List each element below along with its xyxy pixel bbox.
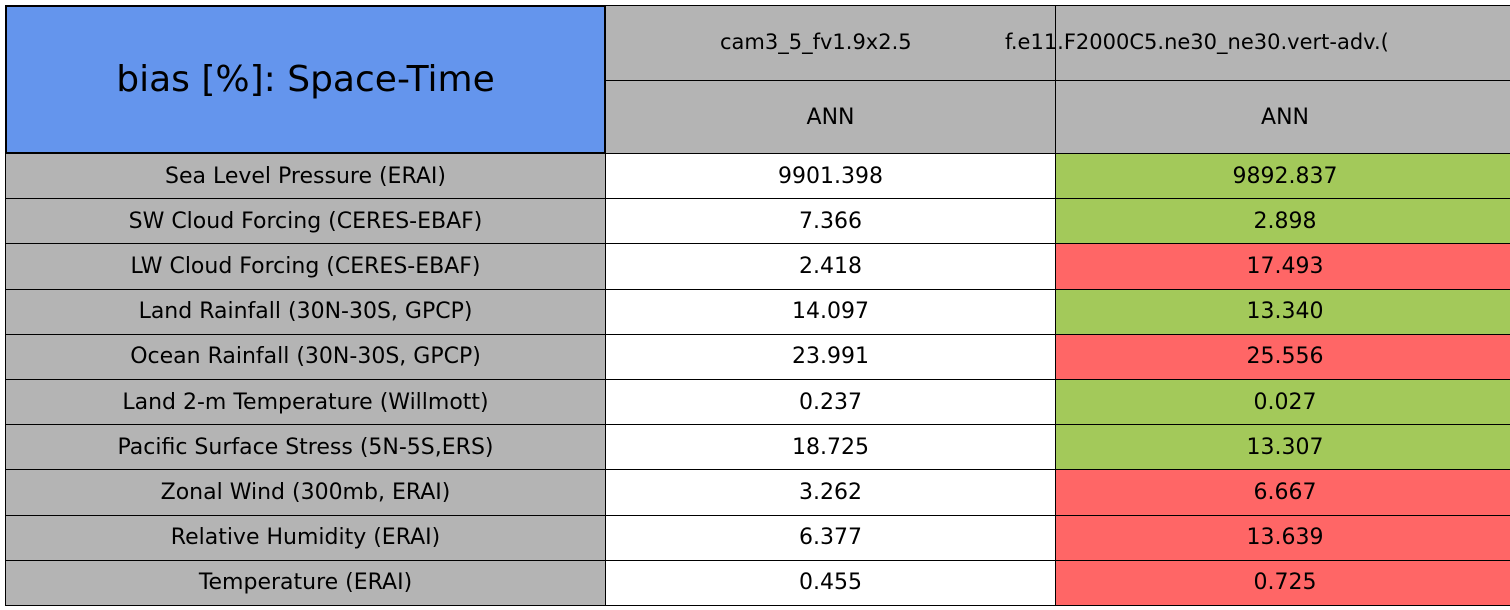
value-cell: 3.262 <box>605 469 1056 516</box>
column-divider <box>1055 5 1056 153</box>
value-cell: 0.725 <box>1055 559 1510 606</box>
value-cell: 23.991 <box>605 333 1056 380</box>
row-label: Relative Humidity (ERAI) <box>5 514 606 561</box>
value-cell: 14.097 <box>605 288 1056 335</box>
value-cell: 0.027 <box>1055 379 1510 426</box>
row-label: Pacific Surface Stress (5N-5S,ERS) <box>5 424 606 471</box>
value-cell: 6.667 <box>1055 469 1510 516</box>
row-label: Temperature (ERAI) <box>5 559 606 606</box>
value-cell: 17.493 <box>1055 243 1510 290</box>
value-cell: 2.898 <box>1055 198 1510 245</box>
column-header: f.e11.F2000C5.ne30_ne30.vert-adv.( <box>1005 30 1389 54</box>
value-cell: 9901.398 <box>605 153 1056 200</box>
value-cell: 13.307 <box>1055 424 1510 471</box>
value-cell: 13.340 <box>1055 288 1510 335</box>
value-cell: 9892.837 <box>1055 153 1510 200</box>
column-header: cam3_5_fv1.9x2.5 <box>720 30 912 54</box>
row-label: SW Cloud Forcing (CERES-EBAF) <box>5 198 606 245</box>
value-cell: 18.725 <box>605 424 1056 471</box>
value-cell: 6.377 <box>605 514 1056 561</box>
value-cell: 0.455 <box>605 559 1056 606</box>
column-header-cell <box>605 5 1056 81</box>
row-label: Sea Level Pressure (ERAI) <box>5 153 606 200</box>
row-label: LW Cloud Forcing (CERES-EBAF) <box>5 243 606 290</box>
value-cell: 0.237 <box>605 379 1056 426</box>
season-header: ANN <box>1055 80 1510 154</box>
value-cell: 7.366 <box>605 198 1056 245</box>
row-label: Ocean Rainfall (30N-30S, GPCP) <box>5 333 606 380</box>
value-cell: 13.639 <box>1055 514 1510 561</box>
row-label: Zonal Wind (300mb, ERAI) <box>5 469 606 516</box>
value-cell: 2.418 <box>605 243 1056 290</box>
value-cell: 25.556 <box>1055 333 1510 380</box>
column-header-cell <box>1055 5 1510 81</box>
table-title: bias [%]: Space-Time <box>5 5 606 154</box>
row-label: Land Rainfall (30N-30S, GPCP) <box>5 288 606 335</box>
season-header: ANN <box>605 80 1056 154</box>
row-label: Land 2-m Temperature (Willmott) <box>5 379 606 426</box>
